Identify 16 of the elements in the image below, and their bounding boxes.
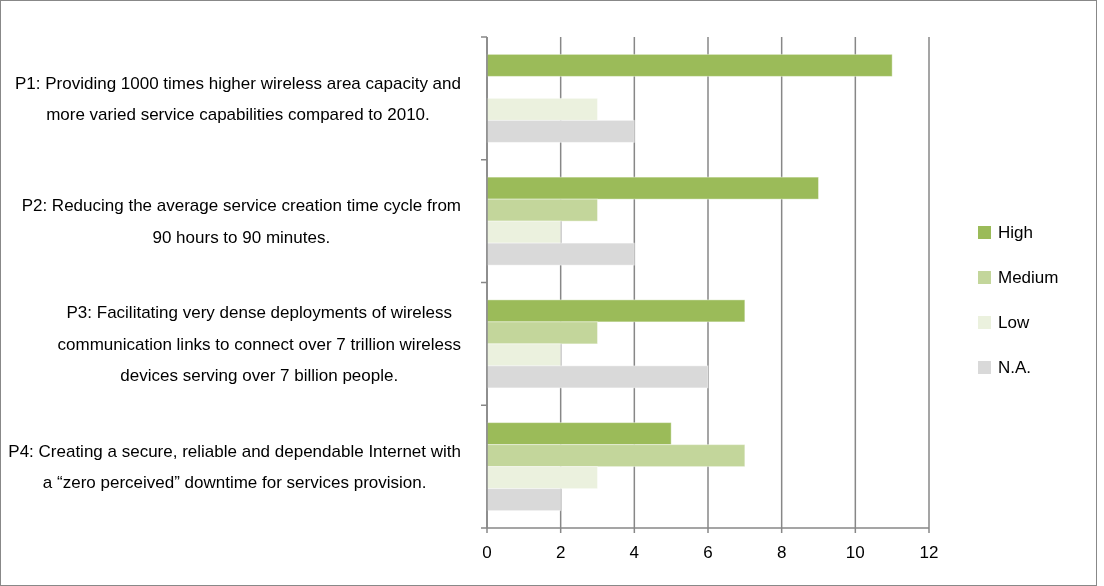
x-tick-label: 12 — [919, 543, 939, 562]
y-tick-label: P1: Providing 1000 times higher wireless area capacity and more varied service capabilities compared to 2010. — [14, 73, 462, 125]
legend-label: N.A. — [998, 358, 1032, 377]
x-tick-label: 6 — [703, 543, 713, 562]
x-tick-label: 2 — [555, 543, 566, 562]
x-tick-label: 10 — [845, 543, 865, 562]
bar — [486, 53, 893, 77]
legend-label: Medium — [998, 268, 1059, 287]
x-tick-label: 8 — [776, 543, 787, 562]
y-tick-label: P2: Reducing the average service creation time cycle from 90 hours to 90 minutes. — [21, 196, 461, 247]
legend-label: High — [998, 223, 1033, 242]
legend-label: Low — [998, 313, 1030, 332]
y-tick-label: P4: Creating a secure, reliable and dependable Internet with a “zero perceived” downtime for services provision. — [8, 441, 461, 493]
y-tick-label: P3: Facilitating very dense deployments of wireless communication links to connect over 7 trillion wireless devices serving over 7 billion people. — [57, 303, 462, 386]
x-tick-label: 4 — [629, 543, 640, 562]
x-tick-label: 0 — [482, 543, 492, 562]
